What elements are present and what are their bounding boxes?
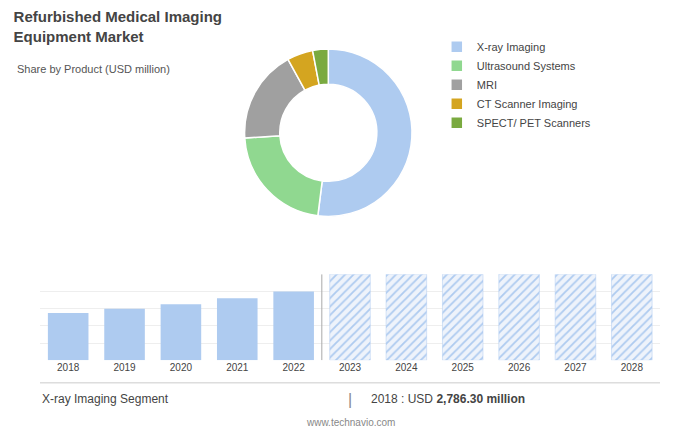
svg-text:2028: 2028 bbox=[621, 362, 644, 373]
svg-text:Refurbished Medical ImagingEqu: Refurbished Medical ImagingEquipment Mar… bbox=[14, 8, 222, 45]
svg-text:MRI: MRI bbox=[477, 79, 497, 91]
svg-text:2025: 2025 bbox=[452, 362, 475, 373]
svg-text:2021: 2021 bbox=[226, 362, 249, 373]
svg-text:2026: 2026 bbox=[508, 362, 531, 373]
svg-text:X-ray Imaging Segment: X-ray Imaging Segment bbox=[42, 392, 169, 406]
svg-text:2023: 2023 bbox=[339, 362, 362, 373]
svg-text:www.technavio.com: www.technavio.com bbox=[306, 417, 395, 428]
svg-text:Share by Product (USD million): Share by Product (USD million) bbox=[17, 63, 170, 75]
svg-text:SPECT/ PET Scanners: SPECT/ PET Scanners bbox=[477, 117, 591, 129]
svg-text:2018: 2018 bbox=[57, 362, 80, 373]
svg-text:CT Scanner Imaging: CT Scanner Imaging bbox=[477, 98, 578, 110]
svg-text:Ultrasound Systems: Ultrasound Systems bbox=[477, 60, 576, 72]
svg-text:2019: 2019 bbox=[113, 362, 136, 373]
svg-text:2027: 2027 bbox=[564, 362, 587, 373]
svg-text:2022: 2022 bbox=[283, 362, 306, 373]
svg-text:2018 : USD 2,786.30 million: 2018 : USD 2,786.30 million bbox=[371, 392, 525, 406]
svg-text:X-ray Imaging: X-ray Imaging bbox=[477, 41, 545, 53]
svg-text:2024: 2024 bbox=[395, 362, 418, 373]
svg-text:|: | bbox=[348, 391, 352, 408]
svg-text:2020: 2020 bbox=[170, 362, 193, 373]
